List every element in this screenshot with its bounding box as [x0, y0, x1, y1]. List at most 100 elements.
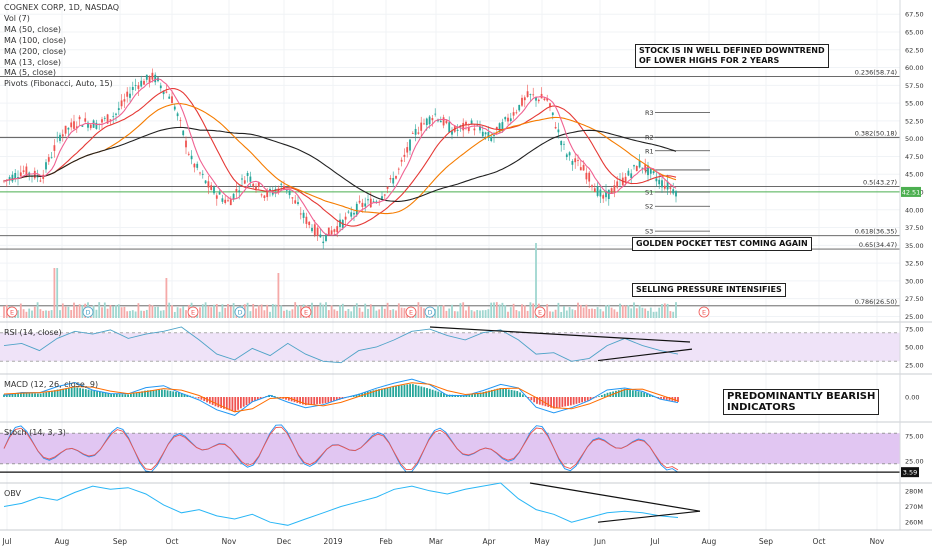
price-tick-label: 27.50 [905, 295, 924, 303]
candle-body [67, 127, 70, 130]
candle-body [428, 116, 431, 125]
volume-bar [157, 306, 159, 318]
candle-body [512, 112, 515, 116]
volume-bar [397, 303, 400, 318]
earnings-dividend-marker [6, 306, 18, 318]
macd-histogram-bar [550, 397, 552, 408]
macd-histogram-bar [603, 393, 606, 397]
macd-histogram-bar [578, 397, 581, 404]
volume-bar [67, 306, 70, 318]
candle-body [633, 165, 635, 167]
candle-body [369, 198, 372, 208]
marker-label: E [409, 309, 413, 317]
volume-bar [294, 302, 297, 318]
volume-bar [389, 310, 392, 318]
candle-body [526, 91, 529, 97]
earnings-dividend-marker [424, 306, 436, 318]
macd-histogram-bar [555, 397, 558, 408]
macd-histogram-bar [231, 397, 234, 412]
macd-histogram-bar [369, 390, 372, 397]
volume-bar [112, 306, 115, 318]
price-tick-label: 52.50 [905, 117, 924, 125]
last-price-badge [901, 186, 921, 197]
candle-body [367, 199, 369, 201]
macd-histogram-bar [161, 389, 163, 397]
volume-bar [521, 304, 523, 318]
volume-bar [386, 302, 389, 318]
candle-body [364, 203, 367, 207]
candle-body [148, 76, 151, 83]
earnings-dividend-marker [698, 306, 710, 318]
macd-histogram-bar [214, 397, 217, 407]
volume-bar [277, 273, 280, 318]
macd-histogram-bar [183, 393, 186, 397]
stoch-last-label: 3.59 [903, 469, 917, 477]
candle-body [666, 181, 669, 190]
volume-bar [585, 304, 588, 318]
macd-line [3, 378, 679, 416]
candle-body [313, 224, 316, 236]
candle-body [109, 119, 112, 121]
volume-bar [619, 303, 621, 318]
macd-histogram-bar [420, 386, 423, 397]
volume-bar [199, 307, 201, 318]
volume-bar [565, 310, 568, 318]
candle-body [465, 121, 467, 125]
macd-histogram-bar [615, 390, 617, 397]
macd-histogram-bar [251, 397, 254, 403]
volume-bar [327, 310, 330, 318]
marker-label: D [427, 309, 432, 317]
macd-histogram-bar [626, 389, 629, 397]
volume-bar [257, 305, 260, 318]
earnings-dividend-marker [187, 306, 199, 318]
price-tick-label: 60.00 [905, 64, 924, 72]
downtrend-annotation-line1: STOCK IS IN WELL DEFINED DOWNTREND [639, 46, 825, 55]
macd-histogram-bar [96, 391, 98, 397]
stoch-tick-label: 75.00 [905, 432, 924, 440]
macd-signal-line [3, 382, 679, 413]
pivot-label: S1 [645, 189, 653, 197]
macd-histogram-bar [56, 389, 59, 397]
macd-histogram-bar [383, 388, 386, 397]
candle-body [607, 189, 610, 200]
candle-body [641, 167, 644, 169]
candle-body [280, 183, 283, 185]
candle-body [145, 74, 148, 80]
macd-histogram-bar [476, 393, 479, 397]
volume-bar [123, 306, 126, 318]
candle-body [532, 94, 535, 96]
candle-body [165, 91, 168, 93]
moving-average-line [3, 87, 677, 227]
macd-histogram-bar [118, 394, 121, 397]
legend-ma13: MA (13, close) [4, 58, 62, 67]
macd-histogram-bar [338, 397, 341, 400]
macd-histogram-bar [163, 389, 166, 397]
candle-body [565, 154, 568, 158]
candle-body [126, 91, 129, 97]
volume-bar [322, 304, 325, 318]
macd-histogram-bar [502, 388, 505, 397]
volume-bar [131, 310, 134, 318]
candle-body [134, 85, 137, 86]
time-axis-label: Aug [55, 537, 70, 546]
volume-bar [507, 311, 509, 318]
macd-histogram-bar [352, 395, 355, 397]
volume-bar [571, 309, 574, 318]
price-tick-label: 45.00 [905, 171, 924, 179]
earnings-dividend-marker [534, 306, 546, 318]
volume-bar [560, 311, 563, 318]
macd-histogram-bar [544, 397, 547, 407]
macd-histogram-bar [527, 397, 530, 399]
macd-histogram-bar [668, 397, 671, 401]
legend-ma5: MA (5, close) [4, 68, 56, 77]
candle-body [423, 123, 425, 125]
volume-bar [470, 310, 473, 318]
volume-bar [372, 306, 375, 318]
candle-body [316, 227, 319, 236]
candle-body [521, 97, 523, 106]
downtrend-annotation: STOCK IS IN WELL DEFINED DOWNTREND OF LO… [635, 44, 829, 68]
macd-histogram-bar [299, 397, 302, 404]
fib-level-label: 0.382(50.18) [855, 129, 897, 137]
candle-body [325, 233, 327, 241]
